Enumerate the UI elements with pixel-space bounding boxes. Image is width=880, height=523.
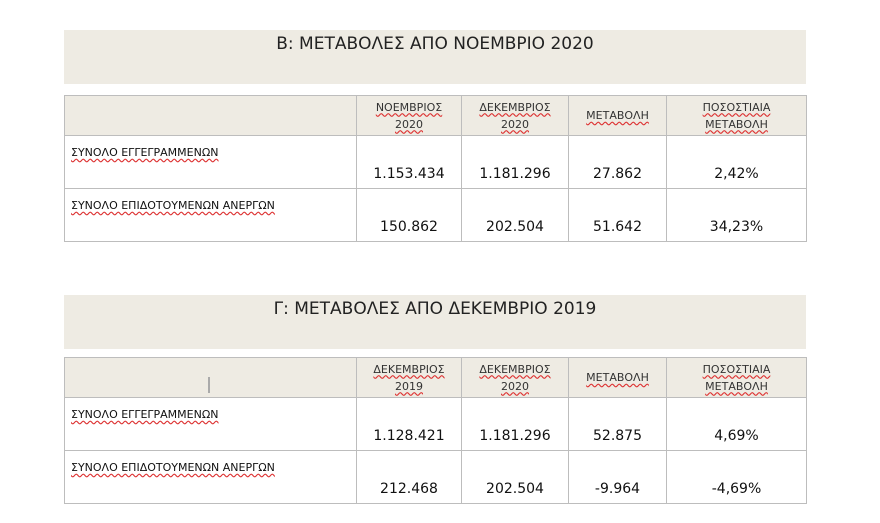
value-cell: 1.181.296 <box>461 397 569 451</box>
value-cell: 52.875 <box>568 397 667 451</box>
cursor-mark <box>208 376 210 393</box>
header-cell: ΜΕΤΑΒΟΛΗ <box>568 95 667 136</box>
header-cell: ΝΟΕΜΒΡΙΟΣ 2020 <box>356 95 462 136</box>
header-row: ΔΕΚΕΜΒΡΙΟΣ 2019 ΔΕΚΕΜΒΡΙΟΣ 2020 ΜΕΤΑΒΟΛΗ ΠΟ… <box>64 357 807 398</box>
header-cell: ΠΟΣΟΣΤΙΑΙΑ ΜΕΤΑΒΟΛΗ <box>666 357 807 398</box>
value-cell: 1.153.434 <box>356 135 462 189</box>
value-cell: 1.181.296 <box>461 135 569 189</box>
data-table: ΝΟΕΜΒΡΙΟΣ 2020 ΔΕΚΕΜΒΡΙΟΣ 2020 ΜΕΤΑΒΟΛΗ ΠΟΣ… <box>64 95 807 242</box>
header-row: ΝΟΕΜΒΡΙΟΣ 2020 ΔΕΚΕΜΒΡΙΟΣ 2020 ΜΕΤΑΒΟΛΗ ΠΟΣ… <box>64 95 807 136</box>
section-title: Β: ΜΕΤΑΒΟΛΕΣ ΑΠΟ ΝΟΕΜΒΡΙΟ 2020 <box>64 30 806 84</box>
value-cell: 2,42% <box>666 135 807 189</box>
value-cell: 212.468 <box>356 450 462 504</box>
header-cell <box>64 357 357 398</box>
column-header: ΠΟΣΟΣΤΙΑΙΑ ΜΕΤΑΒΟΛΗ <box>702 362 771 393</box>
column-header: ΜΕΤΑΒΟΛΗ <box>586 109 649 122</box>
value-cell: -9.964 <box>568 450 667 504</box>
column-header: ΔΕΚΕΜΒΡΙΟΣ 2020 <box>479 362 551 393</box>
table-row: ΣΥΝΟΛΟ ΕΓΓΕΓΡΑΜΜΕΝΩΝ 1.153.434 1.181.296 27… <box>64 135 807 189</box>
header-cell: ΔΕΚΕΜΒΡΙΟΣ 2019 <box>356 357 462 398</box>
value-cell: 27.862 <box>568 135 667 189</box>
data-table: ΔΕΚΕΜΒΡΙΟΣ 2019 ΔΕΚΕΜΒΡΙΟΣ 2020 ΜΕΤΑΒΟΛΗ ΠΟ… <box>64 357 807 504</box>
value-cell: 4,69% <box>666 397 807 451</box>
value-cell: 1.128.421 <box>356 397 462 451</box>
table-row: ΣΥΝΟΛΟ ΕΠΙΔΟΤΟΥΜΕΝΩΝ ΑΝΕΡΓΩΝ 212.468 202.5… <box>64 450 807 504</box>
row-label: ΣΥΝΟΛΟ ΕΓΓΕΓΡΑΜΜΕΝΩΝ <box>71 146 219 159</box>
section-title: Γ: ΜΕΤΑΒΟΛΕΣ ΑΠΟ ΔΕΚΕΜΒΡΙΟ 2019 <box>64 295 806 349</box>
row-label-cell: ΣΥΝΟΛΟ ΕΠΙΔΟΤΟΥΜΕΝΩΝ ΑΝΕΡΓΩΝ <box>64 450 357 504</box>
value-cell: 150.862 <box>356 188 462 242</box>
row-label: ΣΥΝΟΛΟ ΕΓΓΕΓΡΑΜΜΕΝΩΝ <box>71 408 219 421</box>
column-header: ΔΕΚΕΜΒΡΙΟΣ 2019 <box>373 362 445 393</box>
value-cell: 51.642 <box>568 188 667 242</box>
column-header: ΔΕΚΕΜΒΡΙΟΣ 2020 <box>479 100 551 131</box>
value-cell: 202.504 <box>461 188 569 242</box>
value-cell: 202.504 <box>461 450 569 504</box>
header-cell: ΜΕΤΑΒΟΛΗ <box>568 357 667 398</box>
table-row: ΣΥΝΟΛΟ ΕΠΙΔΟΤΟΥΜΕΝΩΝ ΑΝΕΡΓΩΝ 150.862 202.5… <box>64 188 807 242</box>
header-cell <box>64 95 357 136</box>
row-label: ΣΥΝΟΛΟ ΕΠΙΔΟΤΟΥΜΕΝΩΝ ΑΝΕΡΓΩΝ <box>71 461 275 474</box>
header-cell: ΔΕΚΕΜΒΡΙΟΣ 2020 <box>461 95 569 136</box>
value-cell: 34,23% <box>666 188 807 242</box>
row-label-cell: ΣΥΝΟΛΟ ΕΠΙΔΟΤΟΥΜΕΝΩΝ ΑΝΕΡΓΩΝ <box>64 188 357 242</box>
row-label: ΣΥΝΟΛΟ ΕΠΙΔΟΤΟΥΜΕΝΩΝ ΑΝΕΡΓΩΝ <box>71 199 275 212</box>
table-row: ΣΥΝΟΛΟ ΕΓΓΕΓΡΑΜΜΕΝΩΝ 1.128.421 1.181.296 52… <box>64 397 807 451</box>
row-label-cell: ΣΥΝΟΛΟ ΕΓΓΕΓΡΑΜΜΕΝΩΝ <box>64 135 357 189</box>
header-cell: ΠΟΣΟΣΤΙΑΙΑ ΜΕΤΑΒΟΛΗ <box>666 95 807 136</box>
column-header: ΜΕΤΑΒΟΛΗ <box>586 371 649 384</box>
row-label-cell: ΣΥΝΟΛΟ ΕΓΓΕΓΡΑΜΜΕΝΩΝ <box>64 397 357 451</box>
column-header: ΝΟΕΜΒΡΙΟΣ 2020 <box>375 100 443 131</box>
value-cell: -4,69% <box>666 450 807 504</box>
column-header: ΠΟΣΟΣΤΙΑΙΑ ΜΕΤΑΒΟΛΗ <box>702 100 771 131</box>
header-cell: ΔΕΚΕΜΒΡΙΟΣ 2020 <box>461 357 569 398</box>
